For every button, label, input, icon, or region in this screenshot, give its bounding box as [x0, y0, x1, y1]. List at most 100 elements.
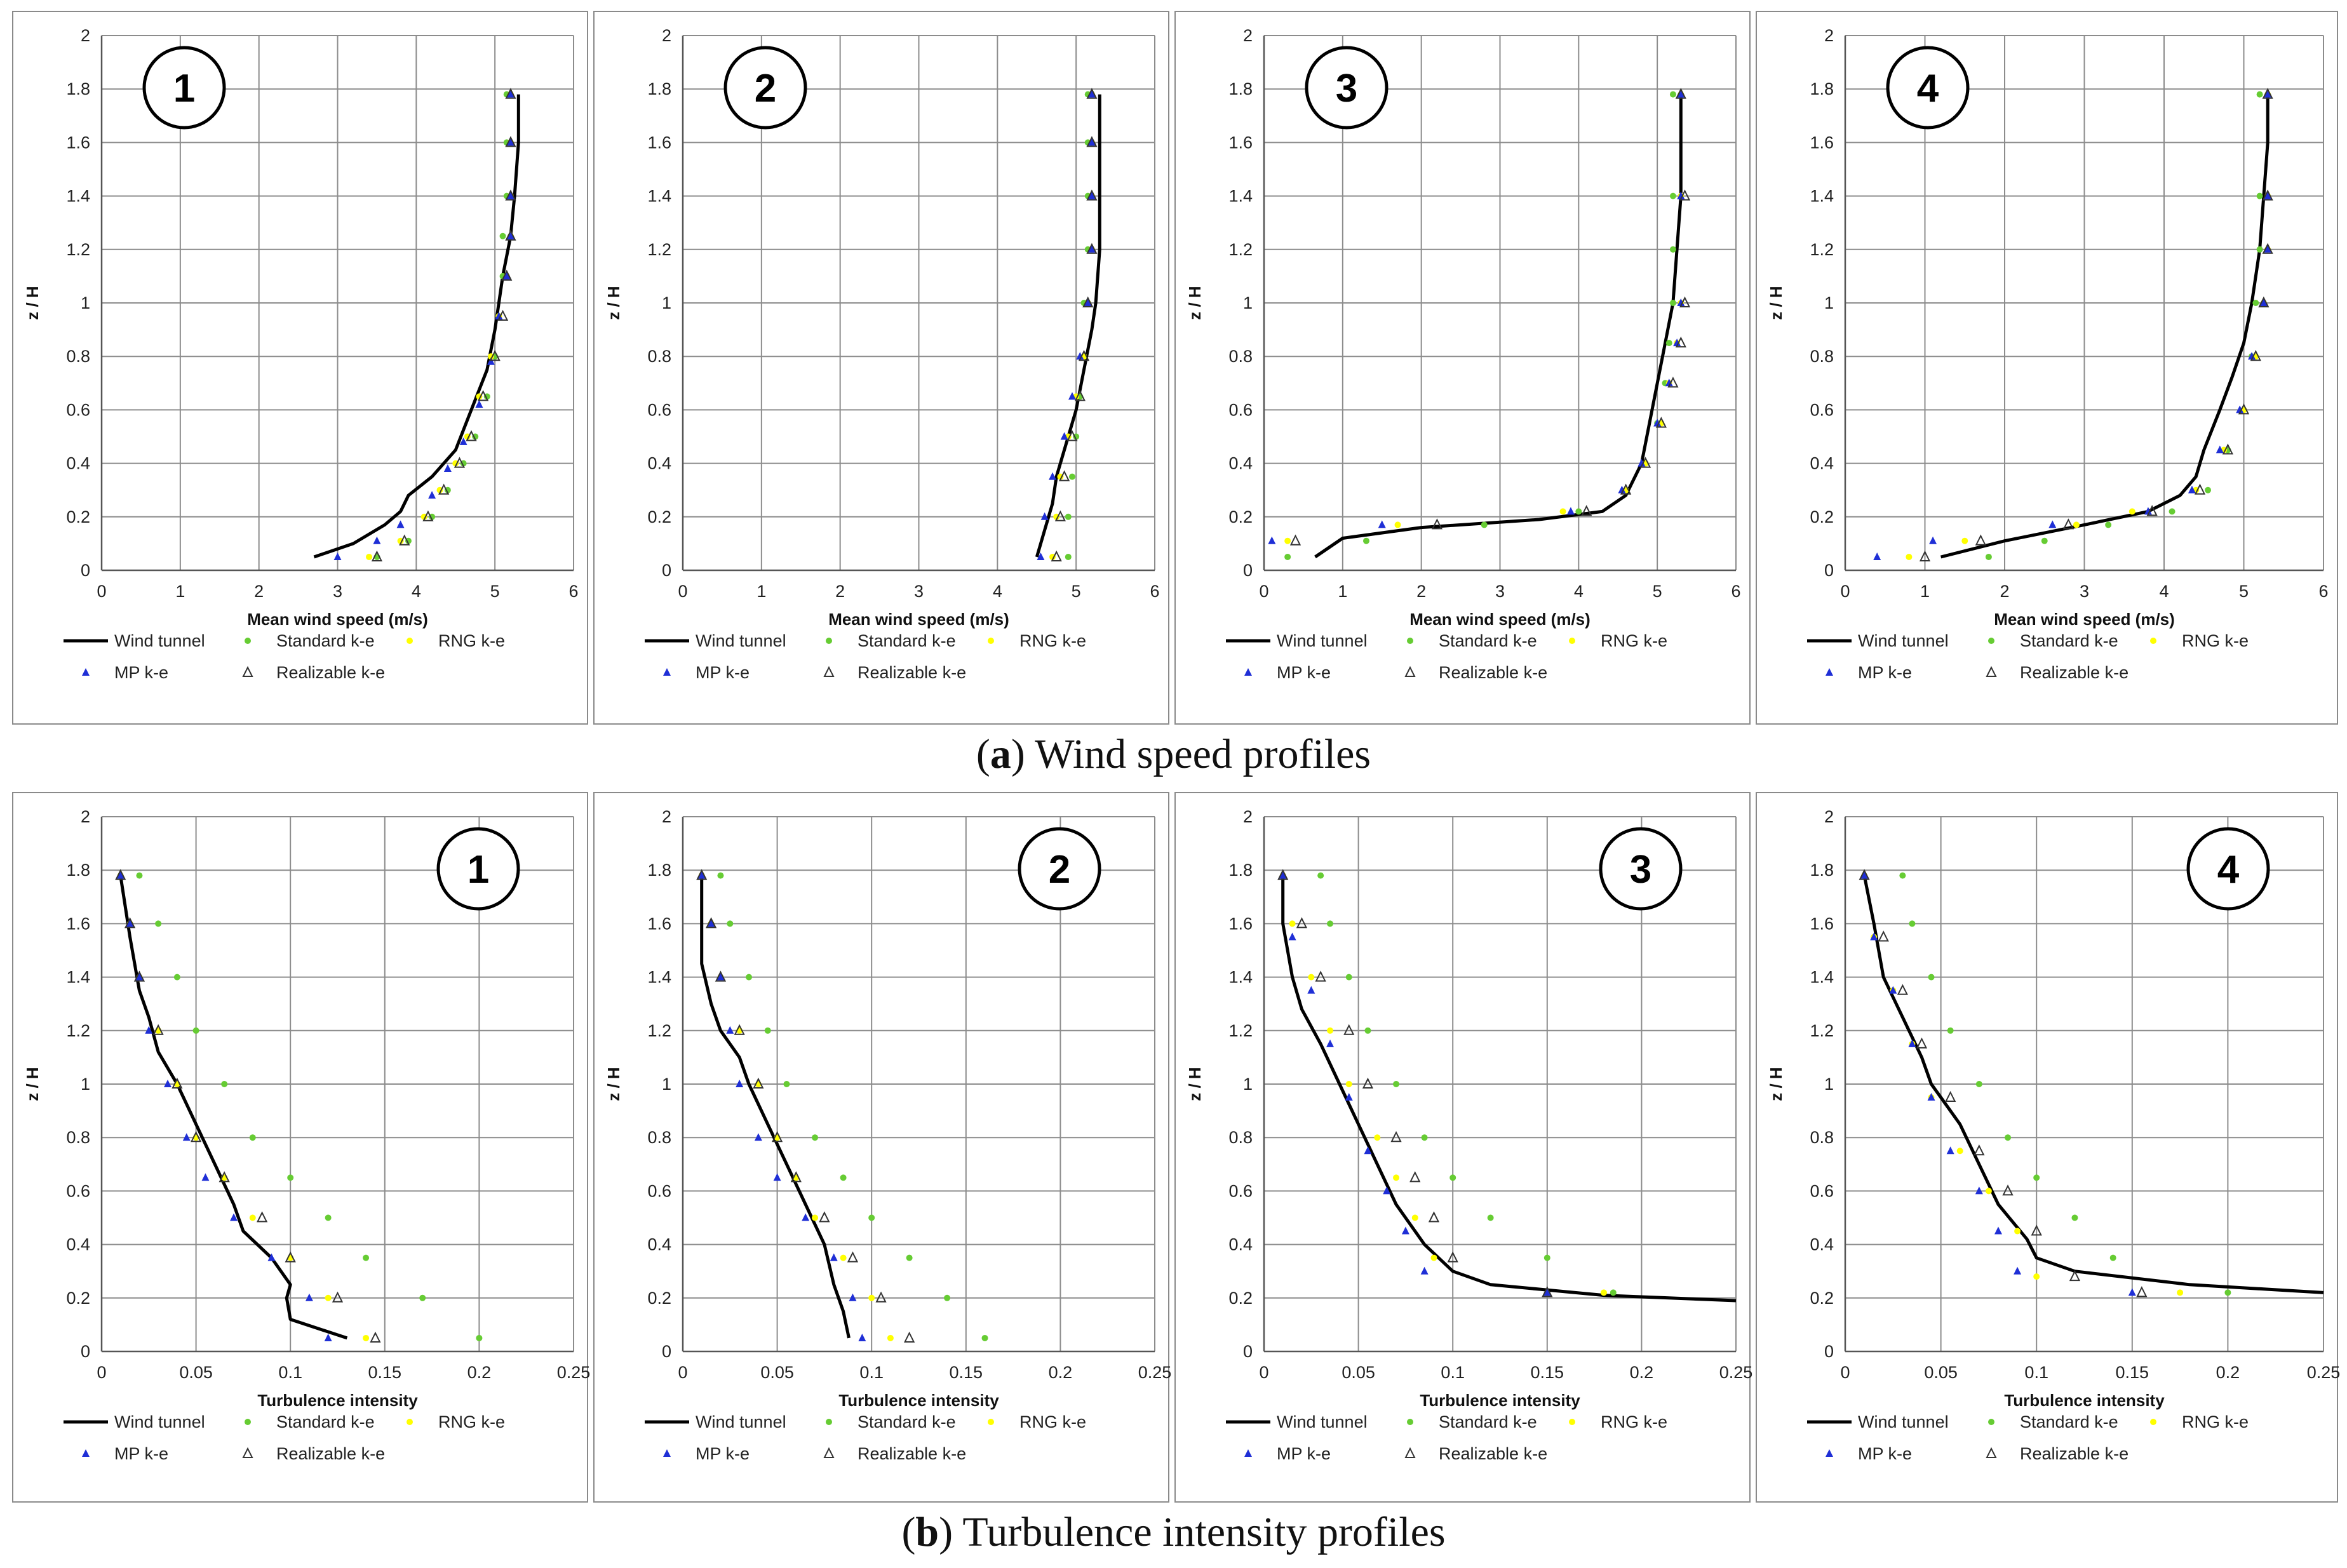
- real-point: [2222, 443, 2234, 455]
- panel-number-text: 4: [1917, 67, 1939, 111]
- panel-number-badge: [1018, 827, 1101, 911]
- x-tick-label: 0.15: [2116, 1363, 2149, 1382]
- std-point: [1421, 1134, 1428, 1141]
- mp-point: [1383, 1186, 1391, 1195]
- x-tick-label: 0: [97, 582, 106, 601]
- y-tick-label: 0.2: [66, 507, 90, 526]
- real-point: [1897, 984, 1908, 995]
- std-point: [1449, 1174, 1456, 1181]
- real-point: [1086, 189, 1098, 201]
- chart-panel-b2: 0 0.05 0.1 0.15 0.2 0.25 0 0.2 0.4 0.6 0.8 1 1.2 1.4 1…: [593, 792, 1171, 1503]
- real-point: [370, 1331, 381, 1343]
- legend-label-mp: MP k-e: [696, 663, 750, 682]
- real-point: [505, 229, 516, 241]
- panel-number-text: 3: [1336, 67, 1357, 111]
- real-point: [1086, 88, 1098, 99]
- real-point: [1066, 430, 1078, 441]
- panel-frame: [1756, 792, 2338, 1503]
- std-point: [476, 1334, 483, 1341]
- legend-swatch-real: [1986, 666, 1997, 677]
- mp-point: [1345, 1093, 1353, 1101]
- x-tick-label: 3: [914, 582, 924, 601]
- y-tick-label: 0.2: [1810, 1289, 1834, 1308]
- std-point: [1975, 1081, 1982, 1087]
- y-tick-label: 0.8: [1228, 1128, 1253, 1147]
- panel-number-badge: [1599, 827, 1683, 911]
- mp-point: [1279, 871, 1287, 879]
- std-point: [1284, 553, 1291, 560]
- x-tick-label: 0.05: [179, 1363, 213, 1382]
- x-tick-label: 0.1: [859, 1363, 884, 1382]
- legend-swatch-std: [245, 1419, 251, 1425]
- real-point: [1058, 470, 1070, 481]
- mp-point: [707, 919, 715, 927]
- mp-point: [396, 520, 405, 528]
- real-point: [734, 1024, 745, 1035]
- x-tick-label: 3: [1495, 582, 1505, 601]
- rng-point: [2073, 521, 2080, 528]
- y-tick-label: 1.8: [1228, 79, 1253, 98]
- x-tick-label: 5: [1653, 582, 1662, 601]
- real-point: [705, 917, 717, 928]
- legend-label-rng: RNG k-e: [438, 631, 505, 650]
- real-point: [171, 1077, 183, 1089]
- x-tick-label: 4: [2159, 582, 2169, 601]
- rng-point: [1906, 553, 1913, 560]
- mp-point: [1326, 1039, 1335, 1047]
- legend-label-wt: Wind tunnel: [696, 1412, 786, 1431]
- mp-point: [1087, 245, 1096, 253]
- std-point: [173, 974, 180, 981]
- rng-point: [2014, 1228, 2021, 1235]
- x-tick-label: 1: [1338, 582, 1347, 601]
- mp-point: [1060, 432, 1068, 440]
- legend-swatch-real: [242, 666, 253, 677]
- mp-point: [1638, 459, 1646, 467]
- x-tick-label: 1: [1920, 582, 1930, 601]
- legend-swatch-rng: [1569, 1419, 1575, 1425]
- legend-swatch-rng: [407, 1419, 413, 1425]
- y-tick-label: 0: [81, 1342, 90, 1361]
- real-point: [332, 1291, 344, 1303]
- std-point: [2252, 300, 2259, 306]
- mp-point: [830, 1253, 838, 1261]
- mp-point: [1927, 1093, 1935, 1101]
- std-point: [221, 1081, 228, 1087]
- y-tick-label: 0.2: [66, 1289, 90, 1308]
- mp-point: [2188, 485, 2196, 493]
- std-point: [1610, 1289, 1617, 1296]
- real-point: [1655, 417, 1667, 428]
- panel-frame: [1174, 11, 1751, 725]
- rng-point: [1327, 1027, 1334, 1034]
- legend-swatch-real: [1404, 666, 1416, 677]
- mp-point: [502, 271, 511, 279]
- rng-point: [1374, 1134, 1381, 1141]
- caption-a-letter: a: [990, 731, 1011, 777]
- x-tick-label: 0.2: [467, 1363, 492, 1382]
- panel-number-text: 4: [2217, 848, 2240, 892]
- legend-label-mp: MP k-e: [1858, 1444, 1912, 1463]
- legend-swatch-real: [1986, 1447, 1997, 1458]
- real-point: [2262, 189, 2273, 201]
- std-point: [1575, 508, 1582, 515]
- legend-label-mp: MP k-e: [696, 1444, 750, 1463]
- std-point: [1362, 537, 1369, 544]
- mp-point: [443, 464, 452, 472]
- real-point: [1343, 1024, 1355, 1035]
- std-point: [1345, 974, 1352, 981]
- y-tick-label: 0.6: [1810, 1181, 1834, 1200]
- legend-label-real: Realizable k-e: [1439, 1444, 1547, 1463]
- mp-point: [267, 1253, 276, 1261]
- wind-tunnel-line: [313, 94, 520, 559]
- mp-point: [324, 1333, 332, 1341]
- rng-point: [2128, 508, 2135, 515]
- x-tick-label: 3: [333, 582, 342, 601]
- mp-point: [1618, 485, 1626, 493]
- y-tick-label: 0.8: [66, 347, 90, 366]
- legend-label-rng: RNG k-e: [1601, 1412, 1667, 1431]
- real-point: [152, 1024, 164, 1035]
- panel-number-badge: [1305, 46, 1389, 130]
- legend-label-mp: MP k-e: [1277, 663, 1331, 682]
- x-tick-label: 0.05: [1924, 1363, 1958, 1382]
- rng-point: [2177, 1289, 2184, 1296]
- x-tick-label: 4: [993, 582, 1002, 601]
